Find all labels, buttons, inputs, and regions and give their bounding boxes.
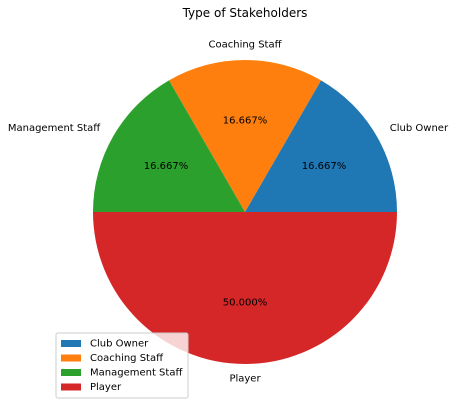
pie-slices [93,59,397,364]
slice-label-coaching-staff: Coaching Staff [209,39,283,50]
legend-label-management-staff: Management Staff [90,368,183,379]
percent-label-coaching-staff: 16.667% [223,115,268,126]
pie-slice-coaching-staff [169,59,321,213]
legend-swatch-management-staff [61,369,81,376]
legend-label-coaching-staff: Coaching Staff [90,353,164,364]
slice-label-player: Player [229,374,261,385]
percent-label-player: 50.000% [223,298,268,309]
legend-swatch-player [61,383,81,391]
chart-title: Type of Stakeholders [182,6,308,20]
slice-label-management-staff: Management Staff [8,123,101,134]
legend-swatch-coaching-staff [61,354,81,362]
slice-label-club-owner: Club Owner [390,123,449,134]
pie-slice-club-owner [245,80,397,212]
percent-labels: 16.667% 16.667% 16.667% 50.000% [144,115,346,308]
legend: Club Owner Coaching Staff Management Staff… [55,332,189,399]
percent-label-club-owner: 16.667% [302,161,347,172]
legend-swatch-club-owner [61,340,81,347]
percent-label-management-staff: 16.667% [144,161,189,172]
legend-label-club-owner: Club Owner [90,339,149,350]
pie-slice-player [93,212,397,364]
legend-label-player: Player [90,382,122,393]
pie-slice-management-staff [93,80,245,212]
legend-frame [55,332,189,399]
slice-labels: Club Owner Coaching Staff Management Staff… [8,39,449,384]
